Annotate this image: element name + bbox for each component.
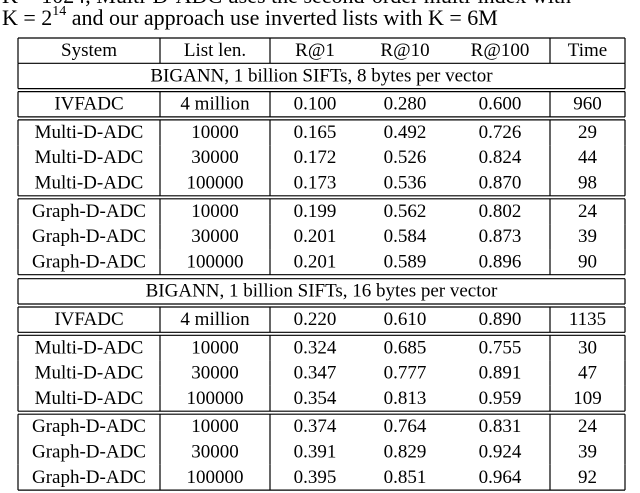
column-header: R@100 [471, 40, 530, 61]
cell: 0.813 [384, 388, 427, 409]
cell: 0.584 [384, 226, 427, 247]
cell: 10000 [191, 201, 239, 222]
cell: 0.280 [384, 94, 427, 115]
cell: 0.964 [479, 467, 522, 488]
cell: 0.173 [294, 173, 337, 194]
cell: Multi-D-ADC [35, 363, 144, 384]
cell: 24 [578, 416, 598, 437]
cell: 30000 [191, 363, 239, 384]
cell: 0.395 [294, 467, 337, 488]
cell: Multi-D-ADC [35, 337, 144, 358]
cell: 0.890 [479, 309, 522, 330]
cell: 0.354 [294, 388, 337, 409]
cell: Graph-D-ADC [32, 416, 146, 437]
cell: 0.492 [384, 122, 427, 143]
cell: 0.589 [384, 251, 427, 272]
cell: 39 [578, 442, 597, 463]
cell: 10000 [191, 337, 239, 358]
cell: 4 million [180, 309, 250, 330]
cell: 0.764 [384, 416, 427, 437]
cell: 92 [578, 467, 597, 488]
cell: 0.536 [384, 173, 427, 194]
cell: 0.777 [384, 363, 427, 384]
cell: 109 [573, 388, 602, 409]
cell: 0.391 [294, 442, 337, 463]
cell: 47 [578, 363, 597, 384]
cell: 100000 [187, 467, 244, 488]
cell: Multi-D-ADC [35, 147, 144, 168]
superscript: 14 [52, 4, 66, 19]
cell: 30000 [191, 226, 239, 247]
cell: 0.374 [294, 416, 337, 437]
cell: 30000 [191, 442, 239, 463]
cell: 30 [578, 337, 597, 358]
cell: 0.829 [384, 442, 427, 463]
cell: 0.610 [384, 309, 427, 330]
column-header: Time [568, 40, 607, 61]
cell: 29 [578, 122, 597, 143]
cell: 0.165 [294, 122, 337, 143]
cell: 10000 [191, 416, 239, 437]
cell: 0.324 [294, 337, 337, 358]
cell: 100000 [187, 388, 244, 409]
cell: IVFADC [54, 309, 123, 330]
cell: 0.526 [384, 147, 427, 168]
text-line: K = 214 and our approach use inverted li… [2, 4, 498, 30]
cell: 0.201 [294, 251, 337, 272]
cell: 0.726 [479, 122, 522, 143]
cell: 1135 [569, 309, 606, 330]
cell: 10000 [191, 122, 239, 143]
cut-text-line: K = 1024, Multi-D-ADC uses the second-or… [2, 0, 571, 8]
cell: 0.870 [479, 173, 522, 194]
cell: 0.100 [294, 94, 337, 115]
cell: 24 [578, 201, 598, 222]
cell: 0.755 [479, 337, 522, 358]
cell: 39 [578, 226, 597, 247]
cell: 98 [578, 173, 597, 194]
cell: Graph-D-ADC [32, 467, 146, 488]
cell: 0.600 [479, 94, 522, 115]
cell: Multi-D-ADC [35, 388, 144, 409]
cell: 0.824 [479, 147, 522, 168]
cell: 0.831 [479, 416, 522, 437]
column-header: System [61, 40, 117, 61]
cell: 0.924 [479, 442, 522, 463]
cell: 0.891 [479, 363, 522, 384]
cell: 4 million [180, 94, 250, 115]
cell: 0.347 [294, 363, 337, 384]
section-title: BIGANN, 1 billion SIFTs, 8 bytes per vec… [150, 65, 493, 86]
cell: Graph-D-ADC [32, 251, 146, 272]
section-title: BIGANN, 1 billion SIFTs, 16 bytes per ve… [146, 281, 498, 302]
cell: 0.562 [384, 201, 427, 222]
cell: Graph-D-ADC [32, 226, 146, 247]
cell: 0.199 [294, 201, 337, 222]
column-header: R@10 [380, 40, 429, 61]
cell: 100000 [187, 173, 244, 194]
cell: 0.172 [294, 147, 337, 168]
cell: Graph-D-ADC [32, 201, 146, 222]
text-part: and our approach use inverted lists with… [66, 5, 498, 30]
cell: 0.959 [479, 388, 522, 409]
cell: 960 [573, 94, 602, 115]
cell: 0.851 [384, 467, 427, 488]
cell: Multi-D-ADC [35, 173, 144, 194]
cell: 0.802 [479, 201, 522, 222]
cell: 100000 [187, 251, 244, 272]
cell: 0.685 [384, 337, 427, 358]
column-header: List len. [184, 40, 246, 61]
column-header: R@1 [295, 40, 335, 61]
cell: 30000 [191, 147, 239, 168]
cell: 0.896 [479, 251, 522, 272]
cell: 90 [578, 251, 597, 272]
cell: 0.201 [294, 226, 337, 247]
cell: IVFADC [54, 94, 123, 115]
cell: 0.873 [479, 226, 522, 247]
cell: 44 [578, 147, 598, 168]
cell: Multi-D-ADC [35, 122, 144, 143]
cell: 0.220 [294, 309, 337, 330]
cell: Graph-D-ADC [32, 442, 146, 463]
text-part: K = 2 [2, 5, 52, 30]
